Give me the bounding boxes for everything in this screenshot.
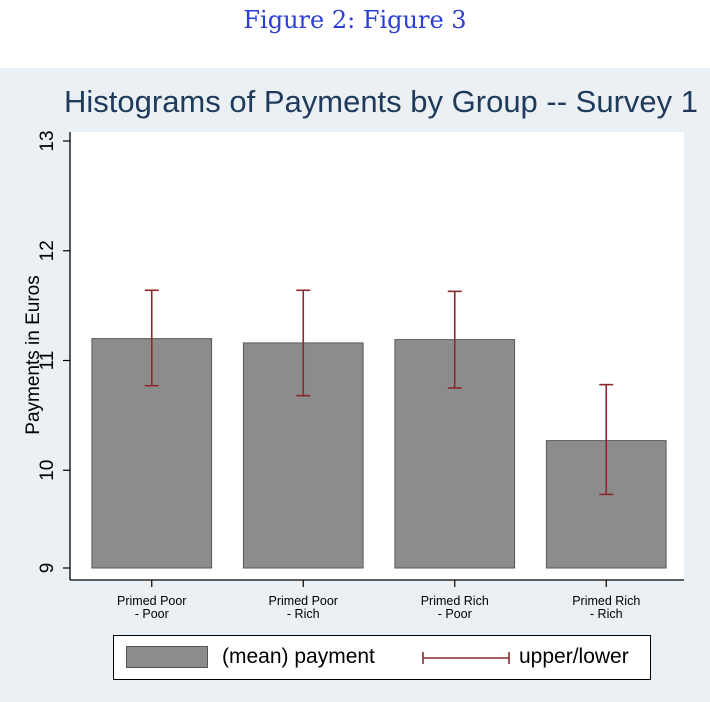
x-tick-label-3-line-1: Primed Rich xyxy=(421,594,489,608)
y-tick-label-13: 13 xyxy=(37,130,58,151)
x-tick-label-3-line-2: - Poor xyxy=(438,607,472,621)
legend-swatch-upper-lower xyxy=(422,652,510,664)
x-tick-label-1-line-1: Primed Poor xyxy=(117,594,186,608)
y-ticks-layer: 9 10 11 12 13 xyxy=(37,130,70,573)
y-tick-label-11: 11 xyxy=(37,351,58,371)
legend-label-upper-lower: upper/lower xyxy=(519,645,629,668)
y-tick-label-10: 10 xyxy=(37,460,58,481)
x-tick-label-4-line-2: - Rich xyxy=(590,607,623,621)
error-bar-1 xyxy=(144,289,159,387)
chart-title: Histograms of Payments by Group -- Surve… xyxy=(64,84,699,119)
error-bar-4 xyxy=(599,383,614,496)
figure-caption: Figure 2: Figure 3 xyxy=(243,6,467,34)
x-tick-label-4-line-1: Primed Rich xyxy=(572,594,640,608)
error-bar-2 xyxy=(296,289,311,397)
x-tick-label-1-line-2: - Poor xyxy=(135,607,169,621)
y-tick-label-12: 12 xyxy=(37,240,58,261)
y-tick-label-9: 9 xyxy=(37,563,58,574)
legend: (mean) payment upper/lower xyxy=(113,635,651,680)
x-tick-label-2-line-2: - Rich xyxy=(287,607,320,621)
y-axis-label: Payments in Euros xyxy=(23,275,44,435)
error-bar-3 xyxy=(447,290,462,389)
legend-label-payment: (mean) payment xyxy=(222,645,375,668)
legend-swatch-payment xyxy=(126,646,208,668)
x-tick-label-2-line-1: Primed Poor xyxy=(269,594,338,608)
error-bars-layer xyxy=(144,289,614,496)
bars-layer xyxy=(91,338,667,569)
